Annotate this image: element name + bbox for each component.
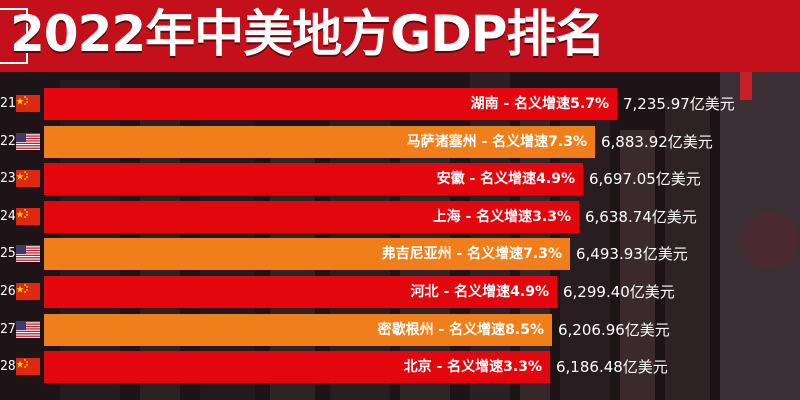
bar-value: 6,697.05亿美元 [589, 170, 701, 189]
bar-label: 弗吉尼亚州 - 名义增速7.3% [381, 246, 562, 263]
bar-value: 6,299.40亿美元 [563, 283, 675, 301]
bar-value: 6,493.93亿美元 [576, 245, 688, 264]
china-flag-icon [16, 170, 40, 188]
gdp-bar: 湖南 - 名义增速5.7% [44, 88, 617, 120]
rank-label: 27 [0, 321, 16, 337]
bar-row: 23 安徽 - 名义增速4.9% 6,697.05亿美元 [0, 163, 800, 196]
bar-value: 6,883.92亿美元 [601, 132, 713, 151]
china-flag-icon [16, 358, 40, 376]
rank-label: 22 [0, 133, 16, 149]
bar-row: 26 河北 - 名义增速4.9% 6,299.40亿美元 [0, 276, 800, 308]
china-flag-icon [16, 207, 40, 225]
gdp-bar: 河北 - 名义增速4.9% [44, 276, 557, 308]
rank-label: 26 [0, 284, 16, 299]
usa-flag-icon [16, 245, 40, 263]
rank-label: 21 [0, 96, 16, 111]
chart-title: 2022年中美地方GDP排名 [10, 5, 605, 63]
usa-flag-icon [16, 132, 40, 150]
rank-label: 23 [0, 171, 16, 187]
seal-stamp [0, 8, 28, 64]
bar-label: 北京 - 名义增速3.3% [403, 359, 542, 376]
rank-label: 25 [0, 246, 16, 262]
gdp-bar: 密歇根州 - 名义增速8.5% [44, 313, 552, 346]
bar-label: 上海 - 名义增速3.3% [432, 208, 571, 225]
bar-value: 6,206.96亿美元 [558, 320, 670, 339]
bar-row: 24 上海 - 名义增速3.3% 6,638.74亿美元 [0, 200, 800, 233]
gdp-bar: 北京 - 名义增速3.3% [44, 351, 550, 384]
rank-label: 28 [0, 359, 16, 375]
bar-value: 6,186.48亿美元 [556, 358, 668, 377]
bar-row: 21 湖南 - 名义增速5.7% 7,235.97亿美元 [0, 88, 800, 120]
bar-value: 6,638.74亿美元 [585, 207, 697, 226]
bar-label: 安徽 - 名义增速4.9% [436, 171, 575, 188]
bar-row: 22 马萨诸塞州 - 名义增速7.3% 6,883.92亿美元 [0, 125, 800, 158]
china-flag-icon [16, 95, 40, 112]
title-bar: 2022年中美地方GDP排名 [0, 0, 800, 72]
bar-value: 7,235.97亿美元 [623, 95, 735, 113]
bar-row: 27 密歇根州 - 名义增速8.5% 6,206.96亿美元 [0, 313, 800, 346]
gdp-bar: 上海 - 名义增速3.3% [44, 200, 579, 233]
gdp-bar: 弗吉尼亚州 - 名义增速7.3% [44, 238, 570, 271]
bar-label: 河北 - 名义增速4.9% [410, 284, 549, 300]
bar-row: 25 弗吉尼亚州 - 名义增速7.3% 6,493.93亿美元 [0, 238, 800, 271]
gdp-bar: 安徽 - 名义增速4.9% [44, 163, 583, 196]
bar-label: 湖南 - 名义增速5.7% [470, 96, 609, 112]
bar-label: 密歇根州 - 名义增速8.5% [377, 321, 544, 338]
gdp-bar: 马萨诸塞州 - 名义增速7.3% [44, 125, 595, 158]
rank-label: 24 [0, 208, 16, 224]
china-flag-icon [16, 283, 40, 300]
bar-row: 28 北京 - 名义增速3.3% 6,186.48亿美元 [0, 351, 800, 384]
bar-label: 马萨诸塞州 - 名义增速7.3% [406, 133, 587, 150]
usa-flag-icon [16, 320, 40, 338]
